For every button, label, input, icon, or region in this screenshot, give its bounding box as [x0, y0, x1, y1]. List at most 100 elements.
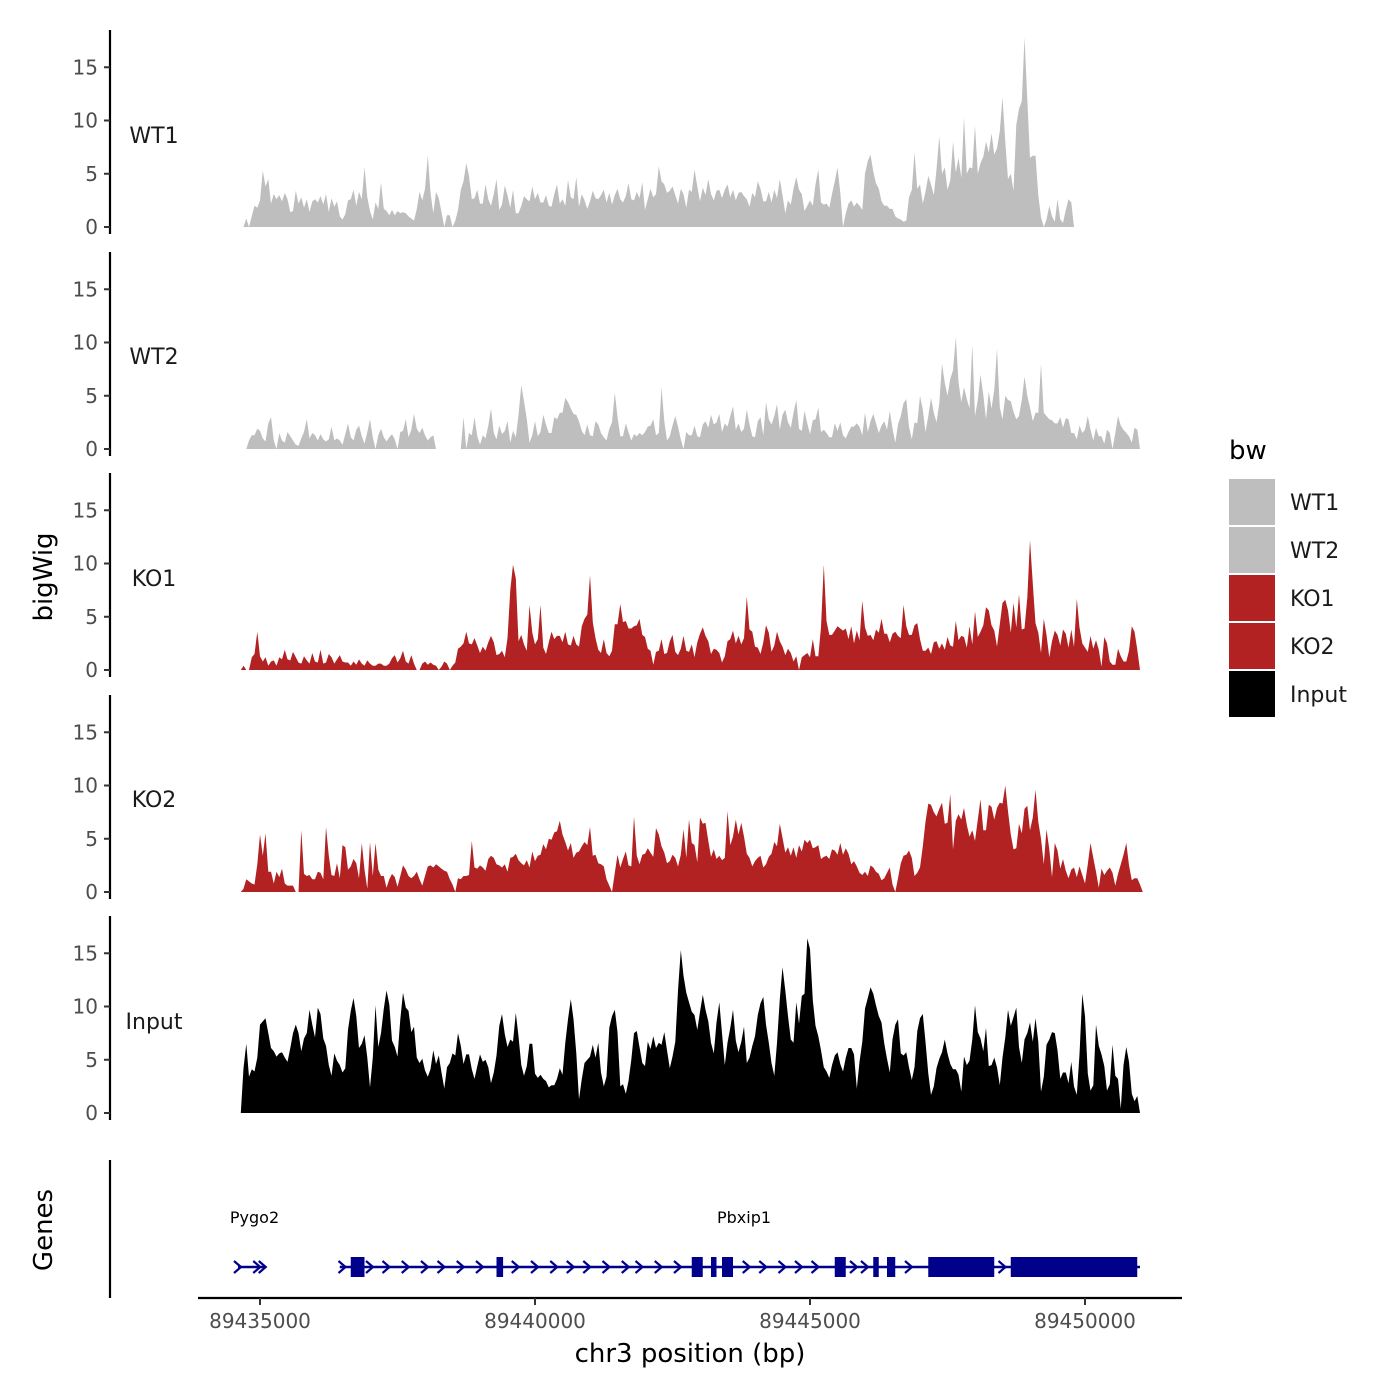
y-tick-label: 10 — [73, 552, 98, 576]
gene-exon — [887, 1257, 896, 1277]
y-tick-label: 0 — [85, 658, 98, 682]
gene-strand-arrow — [381, 1260, 392, 1274]
coverage-area-Input — [240, 938, 1141, 1113]
gene-strand-arrow — [582, 1260, 592, 1274]
legend-label-Input: Input — [1290, 683, 1347, 708]
gene-strand-arrow — [436, 1260, 447, 1274]
tracks-group: 0 5 10 15 WT1 0 5 10 15 WT2 0 5 10 15 KO1 0 5 10 15 KO2 0 5 10… — [73, 30, 1143, 1125]
track-label-WT1: WT1 — [129, 124, 178, 149]
y-tick-label: 5 — [85, 605, 98, 629]
gene-strand-arrow — [758, 1260, 768, 1274]
gene-strand-arrow — [849, 1260, 859, 1274]
genes-axis-title: Genes — [29, 1189, 59, 1271]
coverage-area-WT1 — [243, 37, 1074, 227]
x-axis: 89435000 89440000 89445000 89450000 — [198, 1296, 1182, 1333]
gene-exon — [1010, 1257, 1138, 1277]
gene-strand-arrow — [673, 1260, 683, 1274]
legend-label-WT2: WT2 — [1290, 539, 1339, 564]
x-tick-label: 89435000 — [209, 1309, 311, 1333]
legend-label-KO1: KO1 — [1290, 587, 1335, 612]
gene-exon — [496, 1257, 504, 1277]
legend-title: bw — [1229, 436, 1267, 466]
legend-label-WT1: WT1 — [1290, 491, 1339, 516]
coverage-area-WT2 — [246, 337, 1141, 449]
gene-strand-arrow — [401, 1260, 411, 1274]
gene-strand-arrow — [742, 1260, 752, 1274]
gene-strand-arrow — [997, 1260, 1008, 1274]
legend-label-KO2: KO2 — [1290, 635, 1335, 660]
legend-swatch-KO1 — [1229, 575, 1275, 621]
gene-strand-arrow — [654, 1260, 664, 1274]
y-tick-label: 5 — [85, 1048, 98, 1072]
y-axis-title: bigWig — [29, 532, 59, 621]
legend-swatch-WT2 — [1229, 527, 1275, 573]
gene-strand-arrow — [794, 1260, 804, 1274]
y-tick-label: 15 — [73, 941, 98, 965]
y-tick-label: 15 — [73, 277, 98, 301]
gene-strand-arrow — [337, 1260, 348, 1274]
y-tick-label: 10 — [73, 331, 98, 355]
gene-strand-arrow — [566, 1260, 576, 1274]
y-tick-label: 5 — [85, 827, 98, 851]
gene-strand-arrow — [456, 1260, 466, 1274]
x-tick-label: 89450000 — [1034, 1309, 1136, 1333]
x-tick-label: 89440000 — [484, 1309, 586, 1333]
y-tick-label: 10 — [73, 109, 98, 133]
legend-swatch-WT1 — [1229, 479, 1275, 525]
track-label-KO2: KO2 — [132, 788, 177, 813]
y-tick-label: 15 — [73, 720, 98, 744]
gene-strand-arrow — [777, 1260, 788, 1274]
legend-swatch-KO2 — [1229, 623, 1275, 669]
gene-exon — [691, 1257, 703, 1277]
y-tick-label: 0 — [85, 1101, 98, 1125]
coverage-area-KO2 — [240, 785, 1143, 892]
gene-strand-arrow — [420, 1260, 430, 1274]
gene-strand-arrow — [252, 1260, 262, 1274]
y-tick-label: 0 — [85, 880, 98, 904]
y-tick-label: 5 — [85, 384, 98, 408]
gene-label-Pbxip1: Pbxip1 — [717, 1208, 771, 1227]
track-KO1: 0 5 10 15 KO1 — [73, 473, 1141, 682]
y-tick-label: 10 — [73, 774, 98, 798]
gene-exon — [928, 1257, 995, 1277]
gene-exon — [873, 1257, 879, 1277]
gene-strand-arrow — [365, 1260, 375, 1274]
gene-strand-arrow — [530, 1260, 540, 1274]
x-axis-title: chr3 position (bp) — [575, 1339, 806, 1369]
gene-strand-arrow — [634, 1260, 645, 1274]
y-tick-label: 0 — [85, 437, 98, 461]
y-tick-label: 10 — [73, 995, 98, 1019]
gene-strand-arrow — [904, 1260, 914, 1274]
gene-strand-arrow — [475, 1260, 485, 1274]
gene-exon — [722, 1257, 733, 1277]
track-Input: 0 5 10 15 Input — [73, 916, 1141, 1125]
gene-exon — [834, 1257, 846, 1277]
genes-track: Pygo2 Pbxip1 — [108, 1160, 1140, 1298]
gene-strand-arrow — [233, 1260, 243, 1274]
x-tick-label: 89445000 — [759, 1309, 861, 1333]
track-KO2: 0 5 10 15 KO2 — [73, 695, 1143, 904]
gene-exon — [711, 1257, 717, 1277]
coverage-area-KO1 — [240, 540, 1141, 670]
gene-exon — [350, 1257, 365, 1277]
track-WT1: 0 5 10 15 WT1 — [73, 30, 1074, 239]
y-tick-label: 0 — [85, 215, 98, 239]
track-WT2: 0 5 10 15 WT2 — [73, 252, 1141, 461]
gene-strand-arrow — [621, 1260, 631, 1274]
gene-strand-arrow — [601, 1260, 612, 1274]
track-label-Input: Input — [126, 1010, 183, 1035]
gene-strand-arrow — [511, 1260, 521, 1274]
track-label-KO1: KO1 — [132, 567, 177, 592]
y-tick-label: 5 — [85, 162, 98, 186]
gene-strand-arrow — [549, 1260, 559, 1274]
gene-strand-arrow — [258, 1260, 268, 1274]
legend-swatch-Input — [1229, 671, 1275, 717]
track-label-WT2: WT2 — [129, 345, 178, 370]
legend: bw WT1 WT2 KO1 KO2 Input — [1229, 436, 1347, 717]
gene-strand-arrow — [860, 1260, 870, 1274]
gene-strand-arrow — [810, 1260, 821, 1274]
gene-label-Pygo2: Pygo2 — [230, 1208, 279, 1227]
y-tick-label: 15 — [73, 55, 98, 79]
y-tick-label: 15 — [73, 498, 98, 522]
